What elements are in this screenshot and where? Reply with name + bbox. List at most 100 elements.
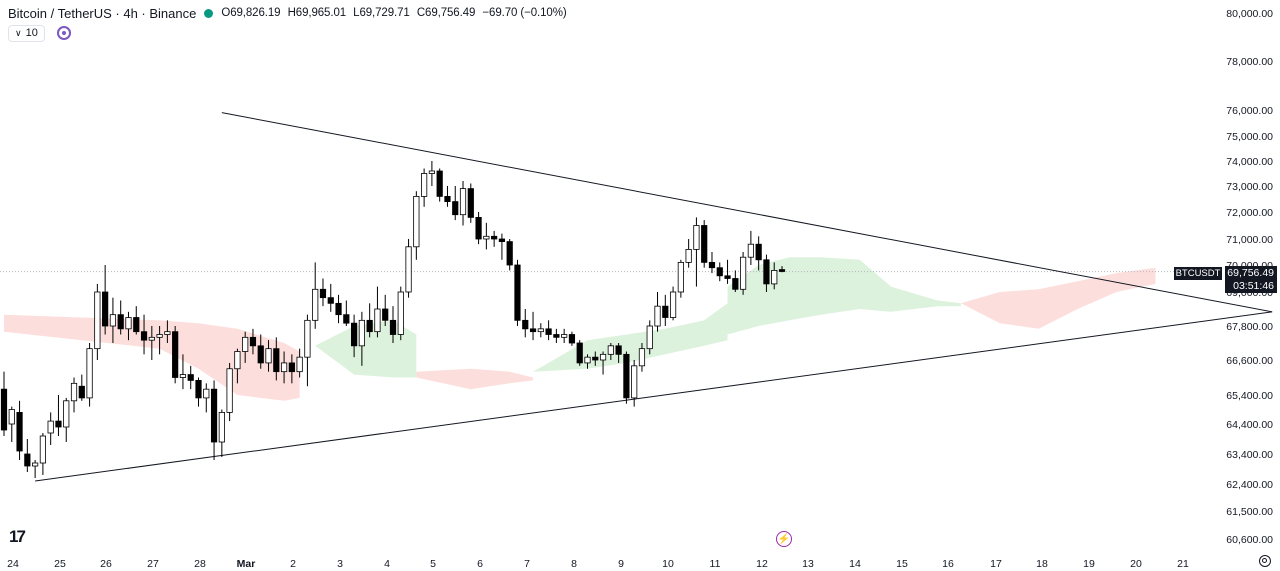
time-tick-label: 11 bbox=[710, 558, 721, 570]
candle-body bbox=[24, 453, 31, 467]
trendline-lower bbox=[35, 311, 1273, 482]
candle-body bbox=[374, 308, 381, 333]
price-tick-label: 61,500.00 bbox=[1226, 506, 1273, 518]
time-axis[interactable]: 24 25 26 27 28 Mar 2 3 4 5 6 7 8 9 10 11 12 13 14 15 16 17 18 1… bbox=[7, 558, 1189, 570]
candle bbox=[70, 377, 78, 413]
candle-body bbox=[413, 195, 420, 248]
candle bbox=[8, 406, 15, 442]
time-tick-label: 26 bbox=[100, 558, 112, 570]
candle bbox=[140, 314, 148, 355]
candle bbox=[133, 306, 140, 335]
candle bbox=[280, 351, 288, 384]
candle-body bbox=[685, 248, 692, 263]
candle bbox=[382, 294, 389, 326]
change-value: −69.70 (−0.10%) bbox=[482, 7, 567, 19]
time-tick-label: 8 bbox=[571, 558, 577, 570]
candle-body bbox=[86, 348, 93, 399]
time-tick-label: 19 bbox=[1083, 558, 1095, 570]
candle bbox=[514, 259, 521, 326]
candle-body bbox=[677, 261, 684, 293]
candle bbox=[592, 351, 599, 366]
candle bbox=[195, 377, 202, 407]
candle bbox=[529, 311, 537, 341]
candle-body bbox=[553, 334, 560, 338]
candle bbox=[537, 323, 544, 338]
candle-body bbox=[654, 305, 661, 327]
candle bbox=[319, 278, 327, 307]
tradingview-logo-icon[interactable]: 17 bbox=[9, 527, 26, 546]
candle bbox=[724, 259, 731, 284]
candle-body bbox=[78, 385, 85, 399]
candle-body bbox=[280, 362, 288, 373]
candle bbox=[747, 230, 754, 265]
candle bbox=[203, 383, 210, 413]
candle bbox=[475, 212, 482, 245]
candle bbox=[576, 340, 583, 366]
candle bbox=[218, 409, 225, 457]
candle-body bbox=[763, 259, 770, 285]
candle-body bbox=[257, 345, 264, 364]
bar-countdown: 03:51:46 bbox=[1233, 280, 1274, 292]
sync-icon[interactable] bbox=[56, 26, 71, 40]
candle bbox=[459, 181, 467, 226]
candle bbox=[568, 331, 576, 346]
price-tick-label: 67,800.00 bbox=[1226, 321, 1273, 333]
candle bbox=[685, 239, 692, 268]
candle bbox=[172, 326, 179, 384]
candle-body bbox=[522, 319, 529, 330]
candle-body bbox=[117, 314, 124, 330]
candle-body bbox=[483, 235, 490, 240]
time-tick-label: 18 bbox=[1036, 558, 1048, 570]
price-tick-label: 76,000.00 bbox=[1226, 105, 1273, 117]
candle bbox=[584, 354, 591, 369]
time-tick-label: 24 bbox=[7, 558, 19, 570]
candle-body bbox=[8, 409, 15, 425]
flash-icon[interactable]: ⚡ bbox=[776, 531, 792, 547]
price-tick-label: 73,000.00 bbox=[1226, 181, 1273, 193]
candle-body bbox=[561, 334, 568, 338]
candle bbox=[242, 331, 249, 363]
candle-body bbox=[47, 420, 54, 434]
candles[interactable] bbox=[0, 161, 786, 478]
candle-body bbox=[179, 374, 187, 378]
symbol-title[interactable]: Bitcoin / TetherUS · 4h · Binance bbox=[8, 5, 197, 21]
chevron-down-icon: ∨ bbox=[15, 27, 22, 38]
candle bbox=[740, 252, 747, 295]
candle-body bbox=[304, 319, 311, 358]
candle-body bbox=[662, 305, 669, 318]
price-tick-label: 78,000.00 bbox=[1226, 56, 1273, 68]
candle-body bbox=[288, 362, 295, 373]
candle bbox=[47, 412, 54, 445]
candle-body bbox=[514, 264, 521, 321]
candle-body bbox=[335, 302, 342, 316]
settings-gear-icon[interactable] bbox=[1259, 555, 1271, 567]
candle bbox=[312, 262, 319, 329]
candle-body bbox=[428, 170, 436, 174]
price-axis[interactable]: 80,000.00 78,000.00 76,000.00 75,000.00 74,0… bbox=[1226, 8, 1273, 546]
cloud-bear-area bbox=[4, 314, 300, 401]
candle-body bbox=[701, 225, 708, 263]
candle-body bbox=[0, 388, 8, 431]
time-tick-label: 14 bbox=[849, 558, 861, 570]
candle bbox=[646, 320, 653, 355]
candle-body bbox=[475, 216, 482, 240]
cloud-bear-area bbox=[960, 267, 1156, 329]
candle bbox=[210, 380, 218, 460]
triangle-trendlines[interactable] bbox=[35, 112, 1273, 482]
candle-body bbox=[631, 365, 638, 399]
candle bbox=[78, 374, 85, 401]
candle bbox=[335, 294, 342, 324]
candle-body bbox=[529, 328, 537, 333]
indicator-toggle[interactable]: ∨ 10 bbox=[8, 24, 45, 42]
time-tick-label: 16 bbox=[942, 558, 954, 570]
candle bbox=[304, 314, 311, 387]
candle bbox=[366, 303, 373, 338]
candle-body bbox=[576, 342, 583, 364]
price-tick-label: 62,400.00 bbox=[1226, 479, 1273, 491]
candle bbox=[732, 270, 739, 292]
candle bbox=[693, 217, 700, 287]
candle bbox=[701, 220, 708, 268]
candle bbox=[662, 294, 669, 326]
candle-body bbox=[109, 314, 117, 327]
